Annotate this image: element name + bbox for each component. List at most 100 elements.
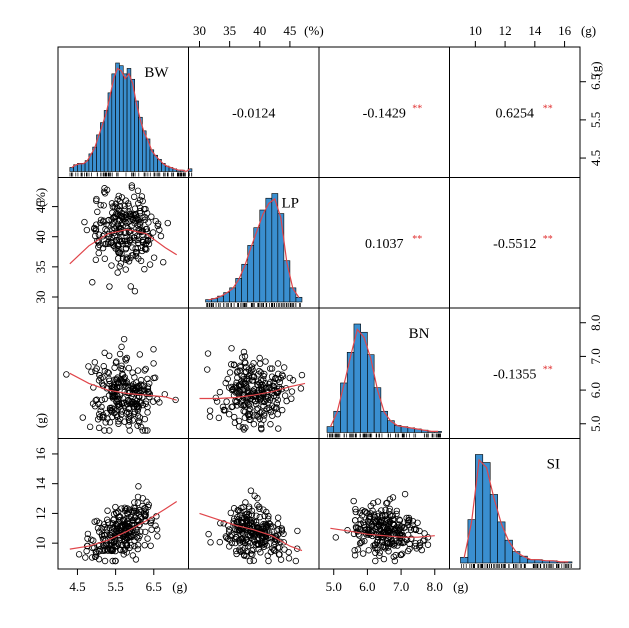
tick-label: 5.5 (107, 579, 123, 594)
scatter-point (93, 195, 100, 203)
scatter-point (115, 237, 122, 244)
scatter-point (204, 366, 211, 373)
scatter-point (172, 396, 179, 404)
scatter-point (413, 545, 420, 552)
scatter-point (361, 537, 368, 545)
scatter-point (248, 507, 256, 515)
scatter-point (240, 503, 247, 511)
histogram-bar (126, 68, 132, 172)
scatter-point (111, 409, 118, 417)
histogram-bar (373, 387, 382, 433)
scatter-point (134, 422, 141, 429)
scatter-point (401, 490, 409, 498)
scatter-point (97, 216, 105, 224)
scatter-point (141, 367, 148, 374)
scatter-point (94, 524, 102, 532)
scatter-point (119, 255, 127, 262)
scatter-point (95, 555, 103, 563)
variable-label-LP: LP (281, 196, 299, 212)
scatter-point (332, 534, 339, 541)
scatter-point (128, 182, 136, 189)
scatter-point (117, 524, 124, 531)
histogram-bar (289, 287, 297, 303)
scatter-point (240, 402, 247, 409)
histogram-bar (467, 519, 476, 564)
scatter-point (147, 235, 155, 242)
scatter-point (152, 522, 159, 529)
scatter-point (131, 288, 139, 295)
scatter-point (239, 424, 247, 431)
scatter-point (139, 387, 146, 394)
scatter-point (147, 519, 154, 527)
histogram-bar (504, 539, 513, 564)
histogram-bar (103, 110, 109, 172)
scatter-point (91, 359, 98, 366)
axis-unit-label: (g) (172, 579, 187, 594)
scatter-point (381, 512, 389, 520)
loess-smooth-line (69, 228, 178, 265)
significance-marker: ** (543, 364, 553, 375)
tick-label: 45 (33, 200, 48, 213)
loess-smooth-line (69, 372, 177, 401)
scatter-point (298, 371, 306, 379)
scatter-point (113, 204, 121, 212)
scatter-point (242, 424, 249, 431)
scatter-point (249, 551, 256, 558)
significance-marker: ** (412, 103, 422, 114)
scatter-point (205, 530, 212, 538)
scatter-point (227, 361, 235, 368)
scatter-point (125, 405, 132, 413)
scatter-point (390, 553, 397, 560)
tick-label: 5.0 (326, 579, 342, 594)
scatter-point (274, 531, 281, 539)
scatter-point (89, 279, 96, 286)
scatter-point (153, 526, 161, 533)
scatter-point (141, 245, 149, 252)
scatter-point (132, 237, 139, 244)
correlation-coefficient: 0.1037 (365, 237, 404, 252)
scatter-point (120, 335, 128, 343)
scatter-point (114, 402, 122, 409)
histogram-bar (326, 426, 335, 433)
scatter-point (86, 423, 94, 431)
scatter-point (113, 411, 120, 418)
scatter-point (370, 542, 377, 549)
scatter-point (149, 229, 157, 236)
scatter-point (134, 541, 142, 549)
scatter-point (81, 218, 88, 226)
histogram-bar (460, 556, 469, 564)
scatter-point (385, 548, 392, 555)
scatter-point (118, 213, 125, 220)
scatter-point (399, 550, 406, 557)
scatter-point (250, 546, 257, 554)
scatter-point (249, 387, 256, 395)
scatter-point (136, 351, 144, 358)
scatter-point (232, 539, 239, 547)
scatter-point (121, 504, 128, 512)
scatter-point (215, 414, 223, 422)
scatter-point (132, 384, 139, 392)
scatter-point (281, 546, 288, 553)
scatter-point (351, 547, 358, 554)
scatter-point (98, 531, 105, 538)
scatter-point (226, 543, 233, 550)
scatter-point (236, 539, 244, 546)
scatter-point (148, 526, 155, 533)
scatter-point (393, 510, 400, 518)
scatter-point (267, 548, 275, 556)
scatter-point (131, 499, 138, 506)
histogram-bar (340, 382, 348, 433)
scatter-point (104, 519, 112, 526)
scatter-point (101, 367, 109, 375)
scatter-point (136, 207, 144, 215)
scatter-point (258, 540, 265, 548)
density-curve (71, 67, 191, 173)
tick-label: 12 (33, 507, 48, 520)
scatter-point (238, 536, 246, 543)
scatter-point (116, 350, 124, 358)
scatter-point (251, 492, 258, 500)
scatter-point (424, 541, 432, 548)
scatter-point (106, 377, 113, 385)
scatter-point (241, 391, 248, 398)
scatter-point (416, 539, 424, 546)
